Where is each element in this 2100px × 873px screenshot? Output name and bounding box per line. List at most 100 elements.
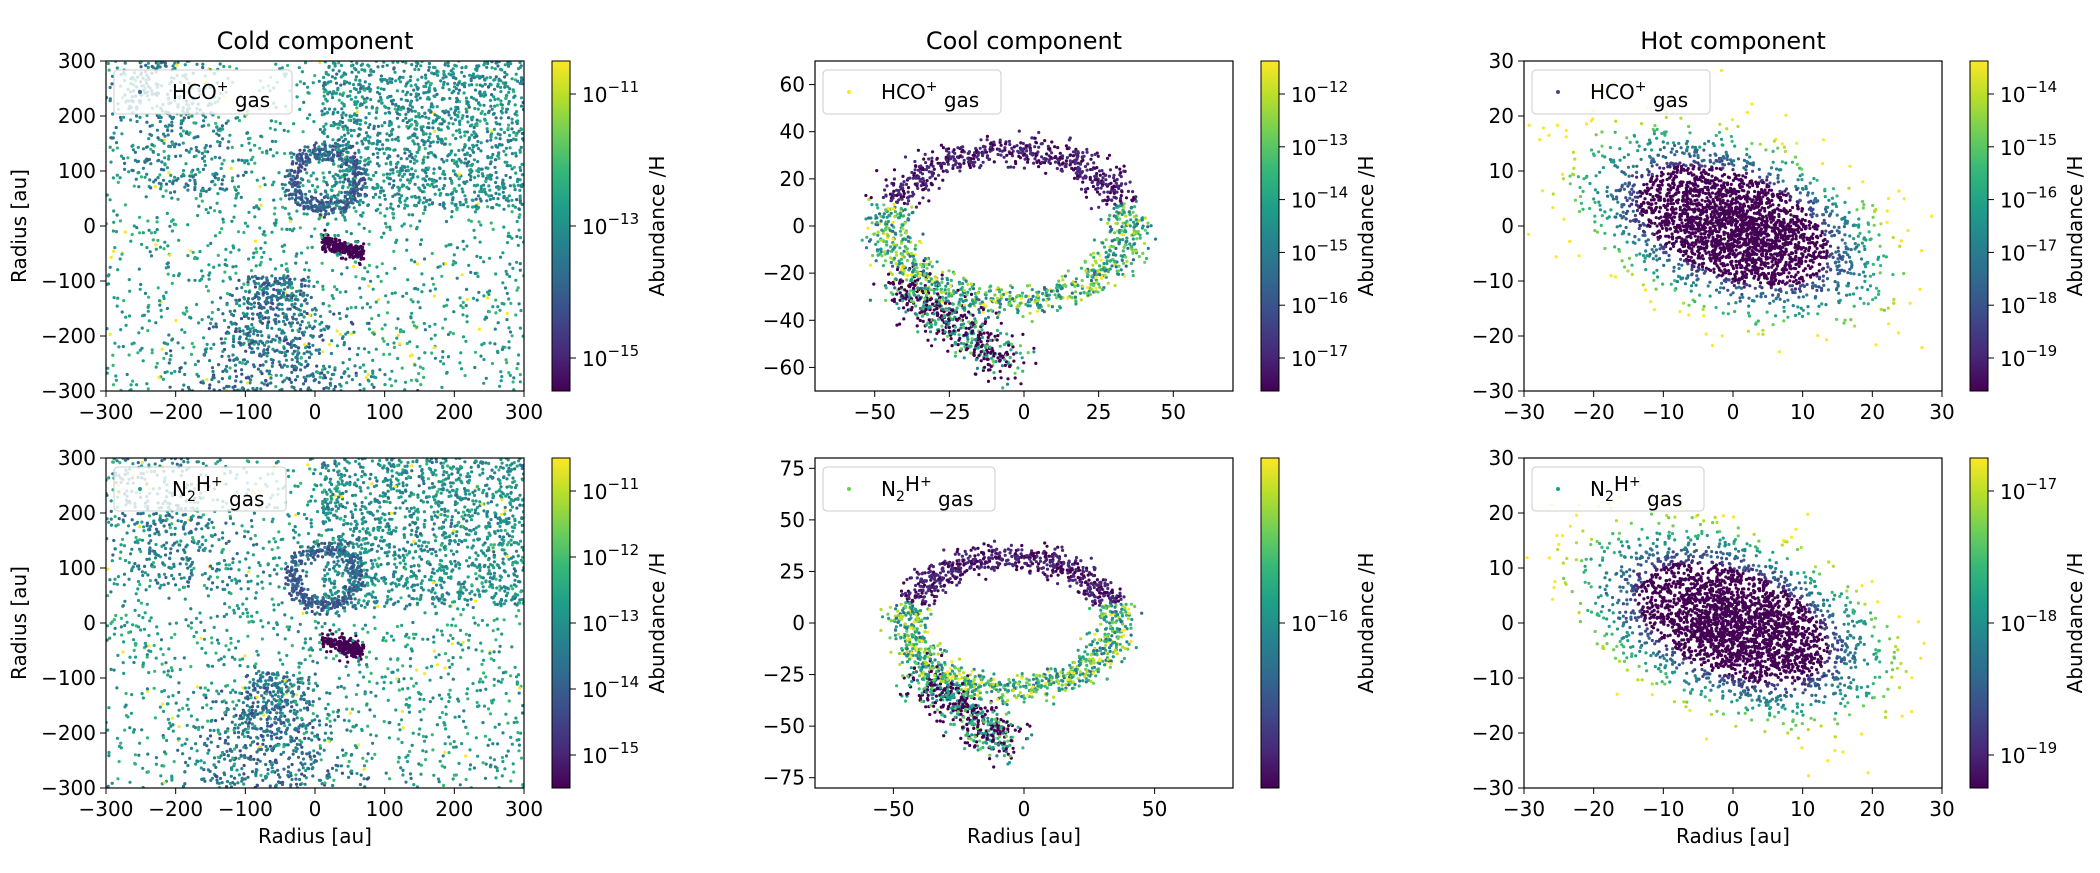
scatter-point xyxy=(490,361,495,366)
scatter-point xyxy=(330,249,334,253)
scatter-point xyxy=(311,81,315,85)
scatter-point xyxy=(433,322,437,326)
scatter-point xyxy=(280,263,284,268)
scatter-point xyxy=(1006,165,1010,169)
scatter-point xyxy=(271,283,275,287)
scatter-point xyxy=(300,201,304,205)
scatter-point xyxy=(488,75,492,79)
scatter-point xyxy=(484,61,488,65)
scatter-point xyxy=(219,296,223,300)
scatter-point xyxy=(385,176,390,180)
scatter-point xyxy=(503,75,507,79)
scatter-point xyxy=(287,377,291,381)
scatter-point xyxy=(205,378,209,382)
scatter-point xyxy=(116,268,120,272)
scatter-point xyxy=(362,387,366,391)
scatter-point xyxy=(1138,236,1142,240)
scatter-point xyxy=(462,247,466,251)
scatter-point xyxy=(118,257,122,261)
scatter-point xyxy=(320,113,324,117)
scatter-point xyxy=(337,69,341,73)
scatter-point xyxy=(485,122,489,126)
scatter-point xyxy=(317,156,321,161)
scatter-point xyxy=(411,300,415,304)
scatter-point xyxy=(973,291,977,296)
scatter-point xyxy=(1098,253,1102,257)
scatter-point xyxy=(367,82,372,86)
scatter-point xyxy=(971,313,975,317)
scatter-point xyxy=(160,347,164,351)
scatter-point xyxy=(168,179,172,183)
scatter-point xyxy=(311,372,315,376)
scatter-point xyxy=(298,323,303,327)
scatter-point xyxy=(404,291,409,295)
scatter-point xyxy=(439,359,443,363)
scatter-point xyxy=(344,158,349,162)
scatter-point xyxy=(376,65,380,69)
scatter-point xyxy=(190,114,194,118)
scatter-point xyxy=(1126,246,1130,250)
scatter-point xyxy=(501,178,505,182)
scatter-point xyxy=(331,61,335,65)
scatter-point xyxy=(109,255,113,259)
scatter-point xyxy=(512,130,516,134)
scatter-point xyxy=(237,278,241,282)
scatter-point xyxy=(242,282,246,286)
scatter-point xyxy=(463,374,467,378)
scatter-point xyxy=(339,210,343,215)
scatter-point xyxy=(442,183,446,188)
scatter-point xyxy=(865,235,869,239)
scatter-point xyxy=(512,376,516,380)
scatter-point xyxy=(163,156,167,160)
scatter-point xyxy=(259,134,263,138)
scatter-point xyxy=(332,90,336,94)
scatter-point xyxy=(409,224,413,228)
scatter-point xyxy=(470,123,474,127)
scatter-point xyxy=(282,363,286,367)
scatter-point xyxy=(347,159,351,163)
scatter-point xyxy=(437,188,441,192)
scatter-point xyxy=(450,215,454,219)
scatter-point xyxy=(415,98,419,102)
scatter-point xyxy=(454,202,458,207)
scatter-point xyxy=(220,124,224,128)
scatter-point xyxy=(432,185,436,189)
scatter-point xyxy=(331,268,335,273)
scatter-point xyxy=(292,170,297,174)
scatter-point xyxy=(84,76,87,79)
scatter-point xyxy=(394,379,398,383)
scatter-point xyxy=(1091,263,1095,267)
scatter-point xyxy=(421,211,425,215)
scatter-point xyxy=(224,247,228,251)
scatter-point xyxy=(108,85,112,90)
scatter-point xyxy=(479,354,483,358)
scatter-point xyxy=(930,174,934,178)
scatter-point xyxy=(436,73,440,77)
scatter-point xyxy=(382,193,387,198)
scatter-point xyxy=(287,298,291,302)
colorbar-tick-label: 10−11 xyxy=(582,78,639,107)
scatter-point xyxy=(425,198,429,202)
scatter-point xyxy=(162,341,166,345)
scatter-point xyxy=(413,182,417,186)
scatter-point xyxy=(460,116,464,120)
scatter-point xyxy=(423,170,427,174)
scatter-point xyxy=(171,141,175,145)
scatter-point xyxy=(207,315,211,319)
scatter-point xyxy=(876,240,880,244)
scatter-point xyxy=(324,72,328,76)
scatter-point xyxy=(257,313,261,317)
scatter-point xyxy=(201,62,205,66)
scatter-point xyxy=(329,80,333,84)
scatter-point xyxy=(347,164,351,168)
scatter-point xyxy=(131,143,135,147)
scatter-point xyxy=(469,79,473,83)
scatter-point xyxy=(337,190,342,194)
scatter-point xyxy=(327,153,331,157)
scatter-point xyxy=(461,239,465,243)
scatter-point xyxy=(899,233,903,237)
scatter-point xyxy=(214,325,219,329)
x-tick-label: 0 xyxy=(309,400,322,424)
scatter-point xyxy=(464,339,468,343)
scatter-point xyxy=(210,310,214,315)
